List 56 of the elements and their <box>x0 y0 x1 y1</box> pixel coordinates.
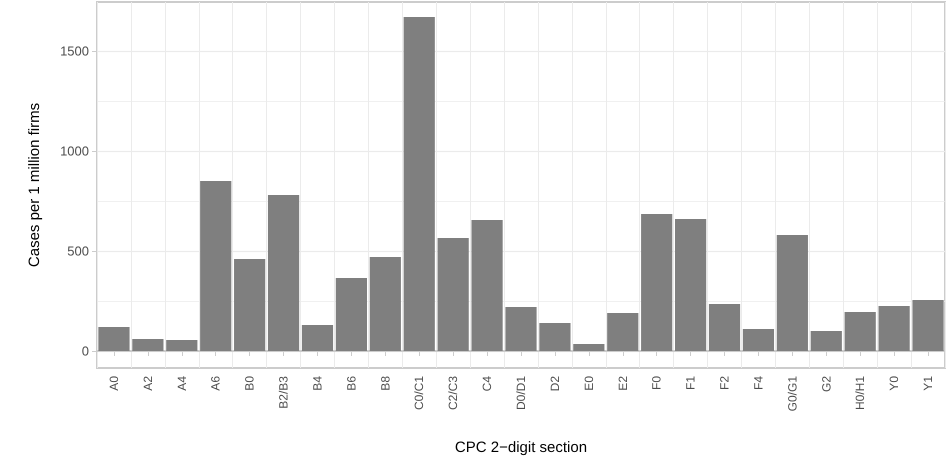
x-tick-label: F0 <box>650 376 664 390</box>
bar <box>200 181 232 351</box>
y-tick-label: 500 <box>67 244 89 258</box>
y-tick-label: 1000 <box>60 144 89 158</box>
x-tick-label: H0/H1 <box>853 376 868 410</box>
x-tick-label: F2 <box>718 376 732 390</box>
bar <box>844 312 876 351</box>
x-tick-label: G0/G1 <box>785 376 800 412</box>
bar <box>742 329 774 351</box>
x-tick-label: D0/D1 <box>514 376 528 410</box>
x-tick-label: F4 <box>751 376 766 390</box>
bar <box>98 327 130 351</box>
bar <box>810 331 842 351</box>
bar <box>471 220 503 351</box>
x-axis-title: CPC 2−digit section <box>454 439 588 456</box>
bar <box>268 195 300 351</box>
bar <box>234 259 266 351</box>
x-tick-label: B4 <box>310 376 324 391</box>
x-tick-label: Y0 <box>887 376 902 391</box>
x-tick-label: G2 <box>819 376 834 392</box>
x-tick-label: A2 <box>140 376 155 391</box>
y-tick-label: 0 <box>82 344 89 358</box>
x-tick-label: E2 <box>616 376 630 391</box>
x-tick-label: C4 <box>480 376 494 392</box>
x-tick-label: A0 <box>106 376 121 391</box>
y-tick-label: 1500 <box>60 44 89 58</box>
bar <box>438 238 469 351</box>
x-tick-label: B6 <box>344 376 358 391</box>
x-tick-label: F1 <box>684 376 698 390</box>
bar <box>708 304 740 351</box>
x-tick-label: D2 <box>548 376 562 392</box>
bar <box>370 257 401 351</box>
x-tick-label: C2/C3 <box>446 376 460 410</box>
bar <box>132 339 164 351</box>
bar <box>912 300 944 351</box>
x-tick-label: B8 <box>378 376 392 391</box>
bar <box>878 306 910 351</box>
x-tick-label: Y1 <box>921 376 936 391</box>
x-tick-label: B2/B3 <box>276 376 291 409</box>
x-tick-label: E0 <box>582 376 596 391</box>
bar <box>776 235 808 351</box>
y-axis-title: Cases per 1 million firms <box>26 102 43 268</box>
bar <box>674 219 706 351</box>
bar <box>573 344 604 351</box>
x-tick-label: A4 <box>174 376 189 391</box>
bar <box>641 214 672 351</box>
bar <box>505 307 537 351</box>
x-tick-label: A6 <box>208 376 223 391</box>
x-tick-label: C0/C1 <box>412 376 426 410</box>
bar <box>539 323 571 351</box>
bar <box>302 325 334 351</box>
bar <box>166 340 198 351</box>
bar <box>607 313 638 351</box>
bar <box>404 17 435 351</box>
bar <box>336 278 368 351</box>
x-tick-label: B0 <box>242 376 257 391</box>
